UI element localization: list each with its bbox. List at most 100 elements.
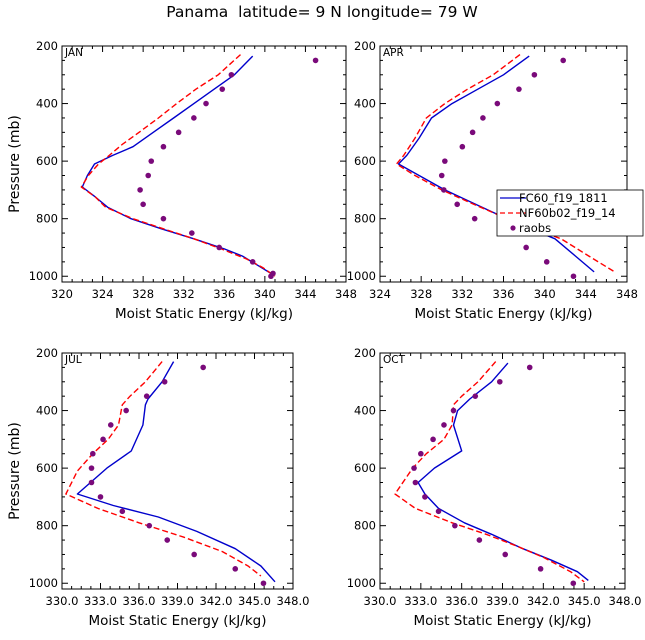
data-point — [200, 364, 206, 371]
data-point — [438, 172, 445, 179]
data-point — [412, 479, 419, 486]
chart-series-group — [65, 361, 276, 587]
x-tick-label: 336.0 — [445, 594, 478, 608]
x-tick-label: 339.0 — [161, 594, 194, 608]
data-point — [160, 215, 167, 222]
data-point — [418, 450, 424, 457]
x-tick-label: 320 — [51, 287, 73, 301]
x-tick-label: 330.0 — [46, 594, 79, 608]
x-tick-label: 342.0 — [200, 594, 233, 608]
chart-apr: 324 328 332 336 340 344 348 200 400 600 800 1000 APR… — [347, 39, 644, 322]
data-point — [189, 230, 195, 236]
x-tick-label: 333.0 — [404, 594, 437, 608]
data-point — [469, 129, 476, 136]
data-point — [531, 71, 538, 78]
y-tick-label: 200 — [354, 39, 376, 53]
x-tick-label: 348 — [616, 287, 638, 301]
data-point — [148, 158, 155, 164]
series-line — [417, 362, 589, 581]
panels: 320 324 328 332 336 340 344 348 200 400 600 800 1000… — [7, 39, 644, 629]
data-point — [146, 522, 153, 529]
y-tick-label: 400 — [354, 404, 376, 418]
y-tick-label: 400 — [354, 97, 376, 111]
data-point — [312, 57, 319, 64]
plot-frame — [379, 352, 626, 590]
panel-label: JAN — [64, 47, 83, 59]
data-point — [516, 86, 522, 92]
x-tick-label: 345.0 — [238, 594, 271, 608]
legend-label: NF60b02_f19_14 — [519, 206, 616, 220]
x-axis-label: Moist Static Energy (kJ/kg) — [415, 306, 593, 322]
data-point — [452, 522, 458, 529]
x-tick-label: 348 — [335, 287, 357, 301]
data-point — [232, 566, 239, 572]
x-tick-label: 324 — [92, 287, 114, 301]
data-point — [100, 436, 106, 443]
data-point — [480, 115, 486, 121]
y-tick-label: 600 — [36, 154, 58, 168]
y-tick-label: 400 — [36, 404, 58, 418]
legend-marker — [510, 225, 516, 231]
y-tick-label: 800 — [36, 519, 58, 533]
panel-label: OCT — [383, 354, 406, 366]
data-point — [228, 71, 235, 78]
series-line — [80, 54, 276, 277]
data-point — [164, 537, 171, 543]
data-point — [570, 580, 577, 587]
x-axis-label: Moist Static Energy (kJ/kg) — [89, 613, 267, 629]
y-tick-label: 1000 — [347, 269, 376, 283]
data-point — [97, 494, 104, 500]
data-point — [543, 259, 550, 265]
x-tick-label: 336 — [213, 287, 235, 301]
data-point — [140, 201, 146, 208]
data-point — [107, 422, 114, 428]
y-tick-label: 1000 — [29, 269, 58, 283]
y-tick-label: 600 — [36, 461, 58, 475]
figure-title: Panama latitude= 9 N longitude= 79 W — [166, 3, 478, 21]
data-point — [160, 143, 167, 150]
data-point — [145, 172, 152, 179]
y-axis-label: Pressure (mb) — [7, 422, 23, 520]
data-point — [537, 566, 544, 572]
data-point — [494, 100, 501, 107]
chart-series-group — [80, 54, 319, 280]
y-tick-label: 400 — [36, 97, 58, 111]
data-point — [90, 450, 96, 457]
chart-jan: 320 324 328 332 336 340 344 348 200 400 600 800 1000… — [7, 39, 357, 322]
legend-label: FC60_f19_1811 — [519, 191, 608, 205]
y-tick-label: 800 — [36, 212, 58, 226]
y-tick-label: 1000 — [347, 576, 376, 590]
data-point — [472, 393, 479, 399]
legend-label: raobs — [519, 221, 551, 235]
data-point — [441, 422, 447, 428]
data-point — [123, 407, 129, 414]
plot-frame — [61, 45, 347, 283]
data-point — [411, 465, 417, 471]
plot-frame — [379, 45, 628, 283]
data-point — [119, 508, 126, 515]
x-axis-label: Moist Static Energy (kJ/kg) — [115, 306, 293, 322]
data-point — [268, 273, 274, 280]
y-tick-label: 200 — [36, 346, 58, 360]
x-tick-label: 339.0 — [486, 594, 519, 608]
data-point — [203, 100, 209, 107]
data-point — [526, 364, 533, 371]
y-tick-label: 600 — [354, 154, 376, 168]
x-tick-label: 328 — [132, 287, 154, 301]
x-tick-label: 333.0 — [84, 594, 117, 608]
chart-series-group — [394, 361, 589, 587]
data-point — [454, 201, 460, 208]
y-tick-label: 800 — [354, 212, 376, 226]
data-point — [435, 508, 442, 515]
data-point — [441, 187, 447, 193]
x-axis-label: Moist Static Energy (kJ/kg) — [414, 613, 592, 629]
x-tick-label: 336.0 — [123, 594, 156, 608]
y-tick-label: 600 — [354, 461, 376, 475]
data-point — [260, 580, 267, 587]
series-line — [65, 361, 262, 577]
y-tick-label: 800 — [354, 519, 376, 533]
x-tick-label: 345.0 — [568, 594, 601, 608]
x-tick-label: 348.0 — [609, 594, 642, 608]
